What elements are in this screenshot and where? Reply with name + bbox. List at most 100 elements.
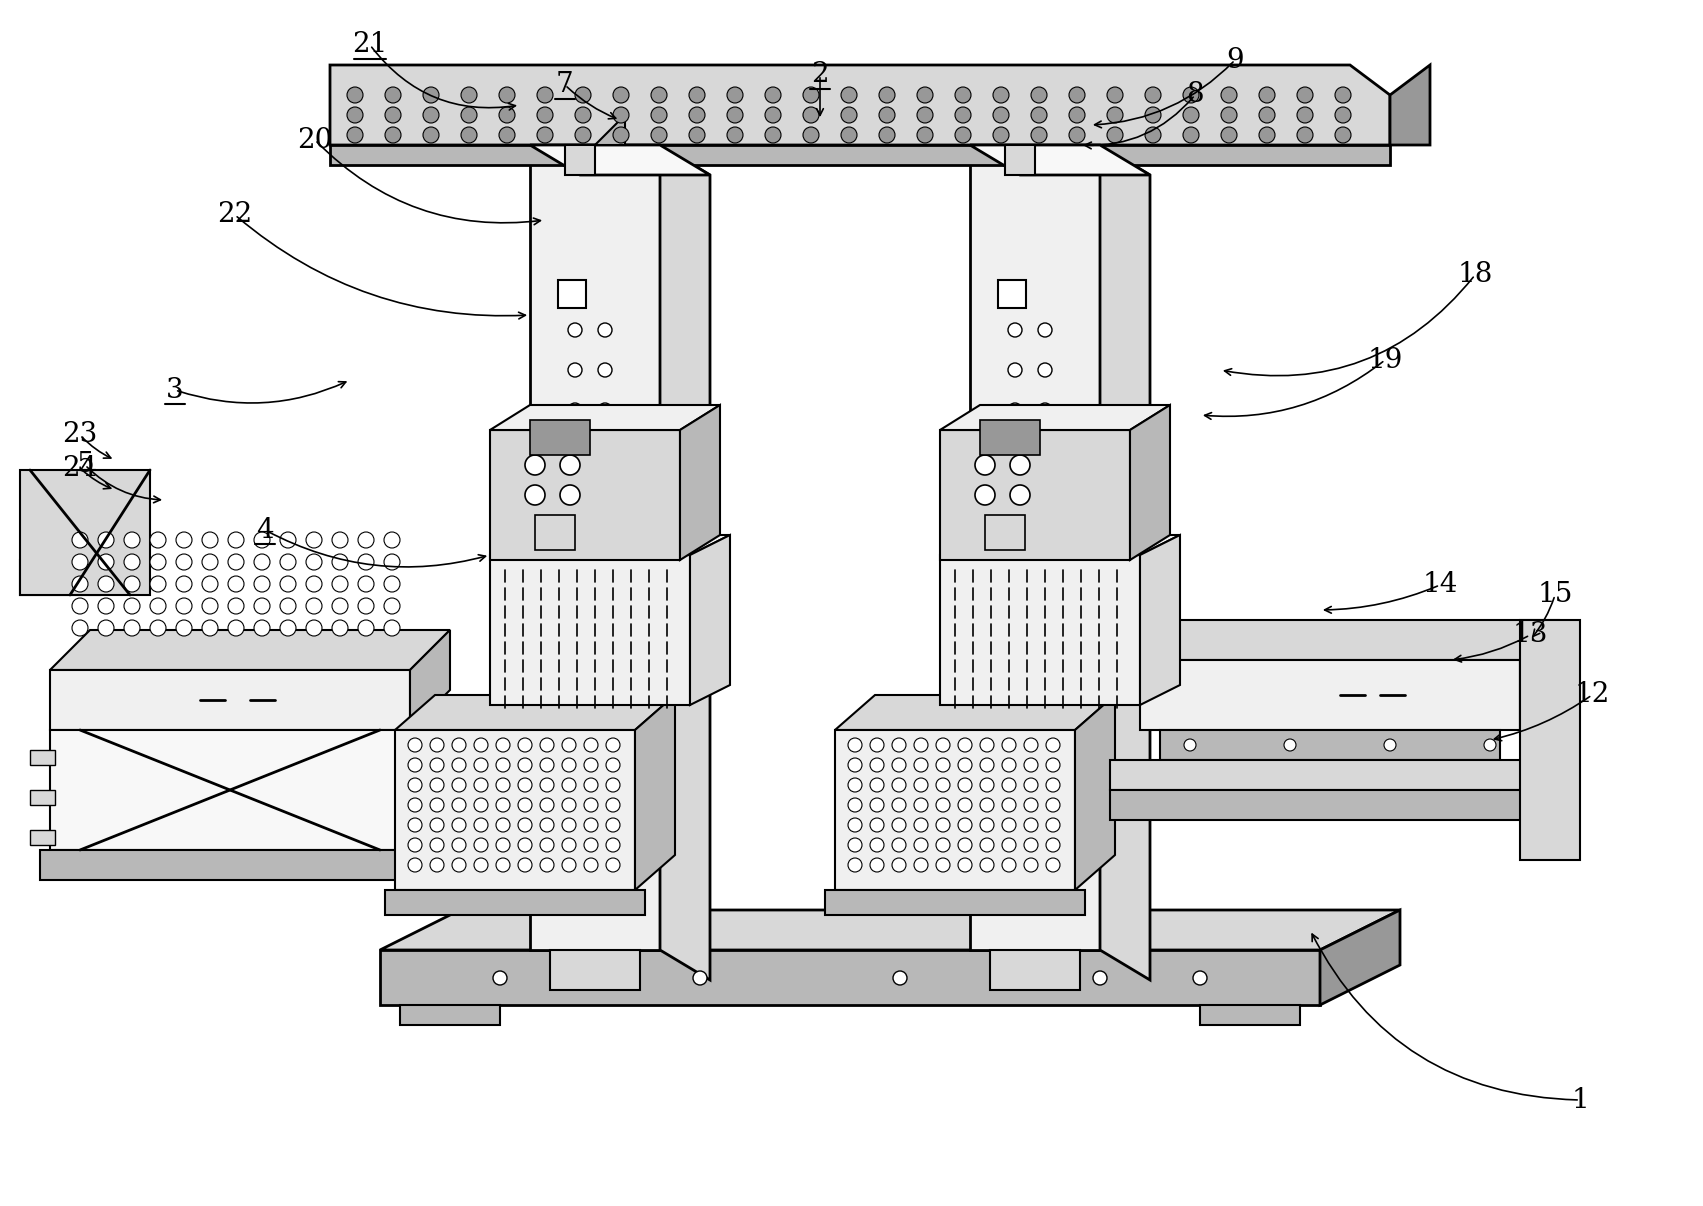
Circle shape	[175, 598, 192, 614]
Circle shape	[959, 798, 972, 812]
Polygon shape	[824, 890, 1085, 915]
Circle shape	[525, 455, 545, 475]
Circle shape	[1046, 818, 1059, 832]
Circle shape	[1335, 107, 1350, 123]
Circle shape	[358, 598, 375, 614]
Circle shape	[598, 323, 611, 336]
Circle shape	[584, 778, 598, 792]
Circle shape	[383, 598, 400, 614]
Circle shape	[254, 554, 271, 570]
Polygon shape	[1320, 911, 1400, 1005]
Circle shape	[841, 107, 857, 123]
Circle shape	[1001, 857, 1017, 872]
Circle shape	[727, 127, 743, 144]
Polygon shape	[971, 145, 1100, 950]
Circle shape	[606, 838, 620, 851]
Circle shape	[727, 107, 743, 123]
Bar	[530, 420, 589, 455]
Circle shape	[560, 455, 581, 475]
Polygon shape	[940, 555, 1139, 706]
Circle shape	[347, 127, 363, 144]
Circle shape	[915, 759, 928, 772]
Circle shape	[124, 620, 140, 636]
Circle shape	[892, 857, 906, 872]
Circle shape	[518, 838, 531, 851]
Circle shape	[496, 778, 509, 792]
Circle shape	[279, 598, 296, 614]
Circle shape	[955, 127, 971, 144]
Circle shape	[584, 838, 598, 851]
Polygon shape	[834, 695, 1115, 730]
Circle shape	[499, 107, 514, 123]
Circle shape	[841, 87, 857, 103]
Circle shape	[254, 598, 271, 614]
Circle shape	[613, 107, 628, 123]
Polygon shape	[594, 115, 625, 145]
Circle shape	[959, 857, 972, 872]
Circle shape	[1184, 739, 1196, 751]
Circle shape	[462, 87, 477, 103]
Circle shape	[870, 857, 884, 872]
Circle shape	[124, 598, 140, 614]
Circle shape	[451, 759, 467, 772]
Text: 18: 18	[1458, 262, 1494, 288]
Circle shape	[451, 798, 467, 812]
Circle shape	[915, 778, 928, 792]
Circle shape	[422, 107, 439, 123]
Circle shape	[422, 127, 439, 144]
Circle shape	[584, 738, 598, 753]
Circle shape	[228, 598, 244, 614]
Circle shape	[1144, 107, 1161, 123]
Circle shape	[536, 87, 553, 103]
Circle shape	[979, 798, 995, 812]
Text: 1: 1	[1572, 1087, 1589, 1113]
Bar	[559, 280, 586, 308]
Circle shape	[358, 532, 375, 548]
Circle shape	[892, 818, 906, 832]
Circle shape	[99, 620, 114, 636]
Circle shape	[765, 107, 782, 123]
Circle shape	[496, 759, 509, 772]
Circle shape	[1024, 738, 1039, 753]
Text: 4: 4	[255, 516, 274, 544]
Circle shape	[848, 857, 862, 872]
Text: 9: 9	[1226, 47, 1243, 74]
Text: 5: 5	[77, 451, 94, 479]
Circle shape	[959, 759, 972, 772]
Circle shape	[1001, 759, 1017, 772]
Circle shape	[254, 620, 271, 636]
Circle shape	[451, 818, 467, 832]
Circle shape	[383, 576, 400, 592]
Circle shape	[937, 738, 950, 753]
Circle shape	[993, 127, 1008, 144]
Circle shape	[473, 738, 489, 753]
Circle shape	[72, 598, 89, 614]
Text: 8: 8	[1187, 82, 1204, 109]
Circle shape	[562, 838, 576, 851]
Circle shape	[409, 798, 422, 812]
Circle shape	[1335, 127, 1350, 144]
Circle shape	[429, 759, 444, 772]
Circle shape	[562, 738, 576, 753]
Circle shape	[279, 532, 296, 548]
Circle shape	[606, 857, 620, 872]
Circle shape	[72, 554, 89, 570]
Circle shape	[979, 738, 995, 753]
Circle shape	[150, 576, 165, 592]
Circle shape	[518, 798, 531, 812]
Circle shape	[1001, 818, 1017, 832]
Circle shape	[959, 738, 972, 753]
Circle shape	[870, 759, 884, 772]
Polygon shape	[1005, 145, 1035, 175]
Circle shape	[1008, 443, 1022, 457]
Circle shape	[1107, 87, 1122, 103]
Circle shape	[870, 738, 884, 753]
Polygon shape	[385, 890, 645, 915]
Circle shape	[606, 798, 620, 812]
Polygon shape	[1100, 145, 1150, 980]
Circle shape	[429, 838, 444, 851]
Circle shape	[937, 857, 950, 872]
Circle shape	[540, 798, 553, 812]
Circle shape	[332, 598, 347, 614]
Circle shape	[562, 818, 576, 832]
